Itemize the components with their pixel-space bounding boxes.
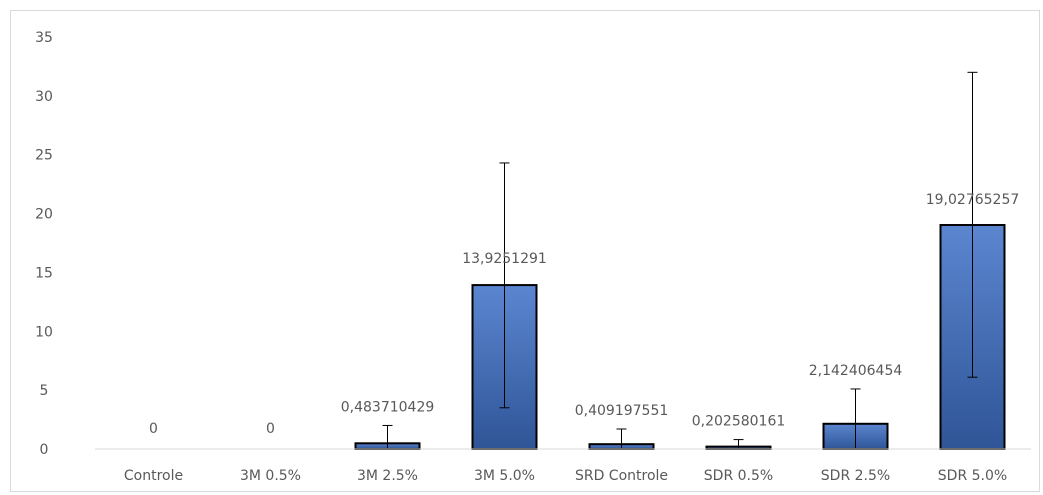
data-label: 0,409197551 xyxy=(575,403,669,419)
error-bars xyxy=(382,71,978,449)
y-tick-label: 30 xyxy=(35,89,53,105)
y-tick-label: 35 xyxy=(35,30,53,46)
category-label: SDR 2.5% xyxy=(821,468,890,484)
data-label: 0,483710429 xyxy=(341,399,435,415)
chart-frame: 0 5 10 15 20 25 30 35 0 0 0,483710429 13,9251291 0,… xyxy=(10,10,1040,492)
category-label: 3M 0.5% xyxy=(240,468,301,484)
y-tick-label: 0 xyxy=(40,442,49,458)
y-axis-ticks: 0 5 10 15 20 25 30 35 xyxy=(35,30,53,458)
y-tick-label: 5 xyxy=(40,383,49,399)
data-label: 2,142406454 xyxy=(809,363,903,379)
y-tick-label: 10 xyxy=(35,324,53,340)
category-label: SRD Controle xyxy=(575,468,668,484)
data-label: 13,9251291 xyxy=(462,251,547,267)
category-label: 3M 5.0% xyxy=(474,468,535,484)
data-label: 0,202580161 xyxy=(692,414,786,430)
category-labels: Controle 3M 0.5% 3M 2.5% 3M 5.0% SRD Control… xyxy=(124,468,1007,484)
category-label: SDR 0.5% xyxy=(704,468,773,484)
category-label: SDR 5.0% xyxy=(938,468,1007,484)
data-label: 0 xyxy=(149,421,158,437)
category-label: 3M 2.5% xyxy=(357,468,418,484)
y-tick-label: 20 xyxy=(35,207,53,223)
data-label: 0 xyxy=(266,421,275,437)
data-labels: 0 0 0,483710429 13,9251291 0,409197551 0,2025… xyxy=(149,192,1019,437)
data-label: 19,02765257 xyxy=(926,192,1020,208)
bars xyxy=(354,224,1006,451)
y-tick-label: 15 xyxy=(35,265,53,281)
bar-chart: 0 5 10 15 20 25 30 35 0 0 0,483710429 13,9251291 0,… xyxy=(35,30,1031,484)
category-label: Controle xyxy=(124,468,183,484)
y-tick-label: 25 xyxy=(35,148,53,164)
